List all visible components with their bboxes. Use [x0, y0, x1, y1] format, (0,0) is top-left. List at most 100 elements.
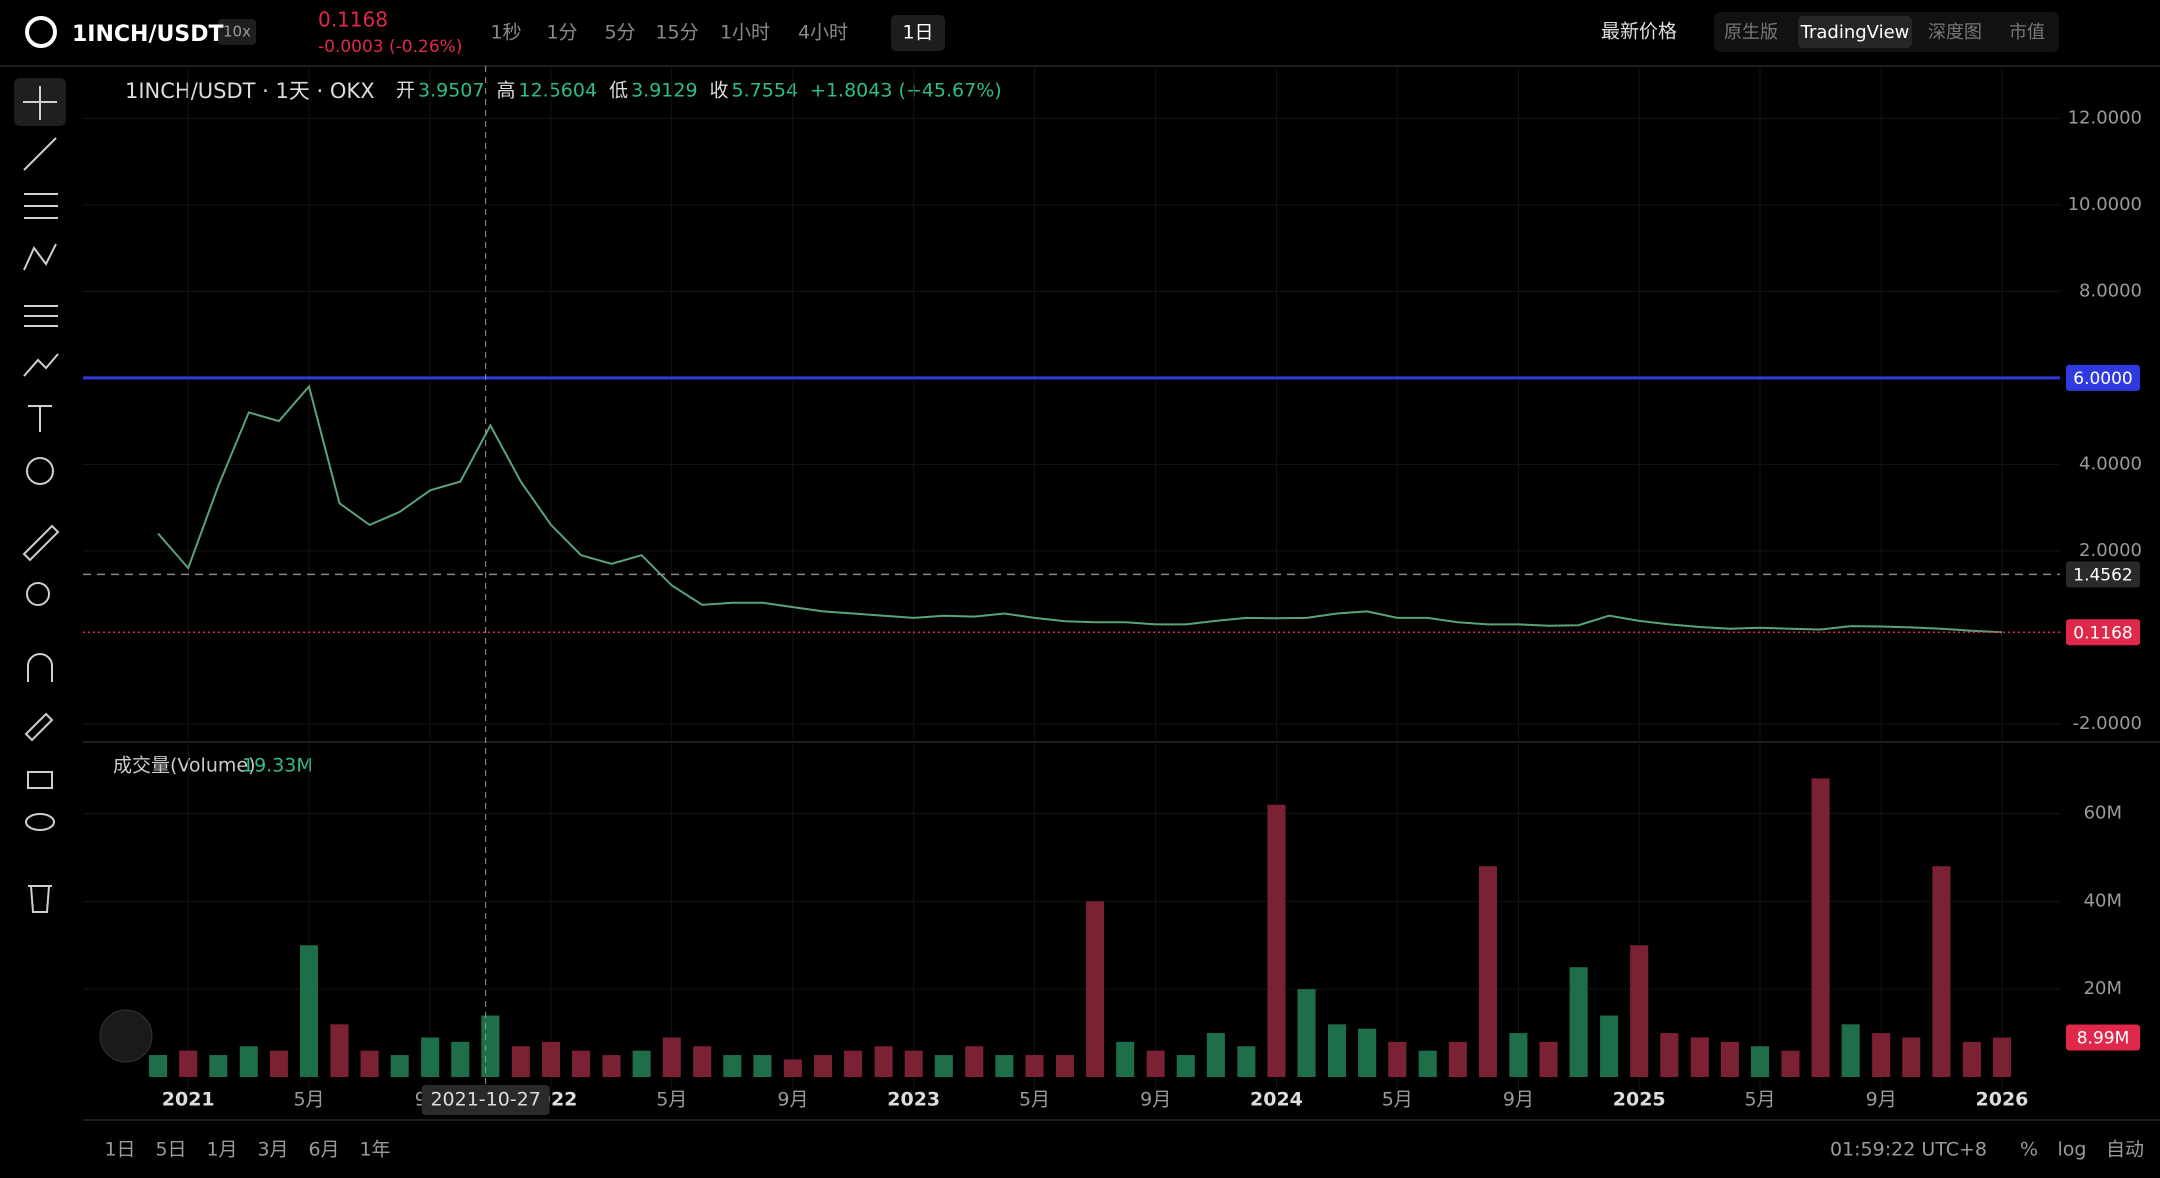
volume-bar [1690, 1037, 1709, 1077]
brush-tool[interactable] [23, 353, 59, 377]
tv-logo[interactable] [99, 1009, 153, 1063]
volume-bar [1630, 945, 1649, 1077]
volume-bar [1600, 1015, 1619, 1077]
volume-bar [1206, 1033, 1225, 1077]
volume-bar [602, 1055, 621, 1077]
volume-bar [1660, 1033, 1679, 1077]
volume-bar [421, 1037, 440, 1077]
volume-bar [662, 1037, 681, 1077]
volume-bar [783, 1059, 802, 1077]
hide-tool[interactable] [25, 813, 55, 831]
interval[interactable]: 1日 [902, 22, 933, 44]
crosshair-tool[interactable] [23, 86, 57, 120]
volume-bar [965, 1046, 984, 1077]
pattern-tool[interactable] [23, 243, 57, 271]
volume-bar [1872, 1033, 1891, 1077]
leverage[interactable]: 10x [223, 23, 251, 41]
fib-tool[interactable] [24, 193, 58, 219]
volume-bar [1448, 1041, 1467, 1077]
volume-bar [1720, 1041, 1739, 1077]
volume-bar [1055, 1055, 1075, 1077]
price-line [157, 384, 2003, 634]
price-tag [2066, 561, 2140, 588]
ruler-tool[interactable] [22, 524, 60, 562]
legend-symbol: 1INCH/USDT · 1天 · OKX [125, 79, 375, 103]
range-button[interactable]: 6月 [308, 1139, 339, 1161]
volume-bar [330, 1024, 349, 1077]
interval[interactable]: 15分 [655, 22, 698, 44]
interval[interactable]: 5分 [604, 22, 635, 44]
x-tick-label: 5月 [1382, 1089, 1413, 1111]
price-type[interactable]: 最新价格 [1601, 21, 1677, 43]
interval[interactable]: 1秒 [490, 22, 521, 44]
clock: 01:59:22 UTC+8 [1830, 1139, 1987, 1161]
lock-tool[interactable] [27, 771, 53, 789]
scale-option[interactable]: log [2058, 1139, 2087, 1161]
line-tool[interactable] [23, 137, 57, 171]
volume-bar [269, 1050, 288, 1077]
range-button[interactable]: 1年 [359, 1139, 390, 1161]
volume-bar [179, 1050, 198, 1077]
y-tick-label: 4.0000 [2079, 453, 2142, 474]
volume-bar [1418, 1050, 1437, 1077]
view-tab[interactable]: 深度图 [1928, 22, 1982, 43]
price-tag [2066, 619, 2140, 646]
y-tick-label: 40M [2084, 890, 2122, 911]
y-tick-label: 60M [2084, 803, 2122, 824]
volume-bar [1539, 1041, 1558, 1077]
x-tick-label: 9月 [1140, 1089, 1171, 1111]
view-tab[interactable]: TradingView [1800, 22, 1910, 43]
y-tick-label: 2.0000 [2079, 540, 2142, 561]
lock-draw-tool[interactable] [24, 712, 54, 742]
x-tick-label: 5月 [293, 1089, 324, 1111]
x-tick-label: 2021 [162, 1089, 215, 1111]
volume-bar [693, 1046, 712, 1077]
view-tab[interactable]: 原生版 [1724, 22, 1778, 43]
range-button[interactable]: 3月 [257, 1139, 288, 1161]
volume-bar [1992, 1037, 2011, 1077]
volume-bar [1297, 989, 1316, 1077]
interval[interactable]: 1分 [546, 22, 577, 44]
y-tick-label: 10.0000 [2068, 194, 2142, 215]
interval[interactable]: 4小时 [798, 22, 848, 44]
x-tick-label: 5月 [1744, 1089, 1775, 1111]
range-button[interactable]: 1日 [104, 1139, 135, 1161]
volume-bar [299, 945, 319, 1077]
volume-legend: 成交量(Volume) [113, 755, 256, 777]
scale-option[interactable]: 自动 [2106, 1139, 2144, 1161]
volume-bar [360, 1050, 379, 1077]
volume-bar [572, 1050, 591, 1077]
zoom-tool[interactable] [26, 582, 50, 606]
volume-bar [1267, 804, 1286, 1077]
volume-bar [1509, 1033, 1528, 1077]
scale-option[interactable]: % [2020, 1139, 2038, 1161]
active-view [1798, 16, 1912, 48]
volume-bar [1388, 1041, 1407, 1077]
range-button[interactable]: 5日 [155, 1139, 186, 1161]
symbol[interactable]: 1INCH/USDT [72, 22, 223, 47]
volume-bar [1146, 1050, 1165, 1077]
active-interval-box [891, 15, 945, 51]
predict-tool[interactable] [24, 305, 58, 327]
volume-bar [1962, 1041, 1981, 1077]
y-tick-label: -2.0000 [2073, 713, 2142, 734]
volume-bar [844, 1050, 863, 1077]
volume-bar [1358, 1028, 1377, 1077]
volume-bar [1025, 1055, 1044, 1077]
last-price: 0.1168 [318, 8, 388, 32]
range-button[interactable]: 1月 [206, 1139, 237, 1161]
volume-bar [723, 1055, 742, 1077]
price-tag [2066, 364, 2140, 391]
volume-bar [481, 1015, 500, 1077]
emoji-tool[interactable] [26, 457, 54, 485]
text-tool[interactable] [28, 405, 52, 432]
ohlc-label: 高 [496, 80, 515, 102]
interval[interactable]: 1小时 [720, 22, 770, 44]
volume-bar [451, 1041, 470, 1077]
x-tick-label: 2023 [887, 1089, 940, 1111]
view-tab[interactable]: 市值 [2009, 22, 2045, 43]
logo[interactable] [25, 16, 57, 48]
magnet-tool[interactable] [27, 653, 53, 682]
delete-tool[interactable] [28, 885, 52, 913]
